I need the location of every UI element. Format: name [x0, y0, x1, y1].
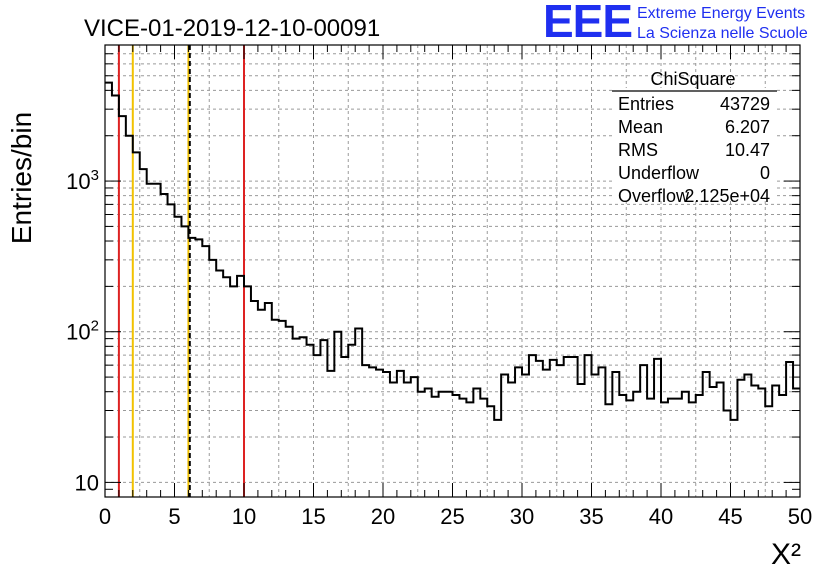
axis-ticks — [104, 44, 801, 498]
x-tick-label: 25 — [440, 504, 464, 529]
chart-title: VICE-01-2019-12-10-00091 — [84, 15, 380, 42]
stats-value: 2.125e+04 — [684, 186, 770, 206]
stats-value: 43729 — [720, 94, 770, 114]
stats-label: Overflow — [618, 186, 690, 206]
logo-caption-line1: Extreme Energy Events — [637, 5, 806, 22]
y-axis-label: Entries/bin — [6, 112, 37, 244]
stats-box-frame — [612, 88, 777, 200]
grid — [105, 44, 800, 497]
stats-label: RMS — [618, 140, 658, 160]
vertical-markers — [117, 45, 245, 497]
x-axis-label: X² — [771, 538, 801, 571]
stats-label: Entries — [618, 94, 674, 114]
x-tick-label: 40 — [649, 504, 673, 529]
x-tick-label: 35 — [579, 504, 603, 529]
histogram-series — [105, 81, 800, 421]
x-tick-label: 10 — [232, 504, 256, 529]
stats-box: ChiSquare Entries 43729 Mean 6.207 RMS 10.47 U… — [612, 69, 777, 206]
stats-title: ChiSquare — [650, 69, 735, 89]
axis-tick-labels: 0 5 10 15 20 25 30 35 40 45 50 10 102 103 — [66, 167, 812, 529]
y-tick-label: 10 — [75, 470, 99, 495]
x-tick-label: 15 — [301, 504, 325, 529]
x-tick-label: 20 — [371, 504, 395, 529]
x-tick-label: 30 — [510, 504, 534, 529]
eee-logo: EEE — [543, 0, 633, 47]
stats-label: Underflow — [618, 163, 700, 183]
logo-caption-line2: La Scienza nelle Scuole — [637, 25, 808, 42]
stats-value: 10.47 — [725, 140, 770, 160]
y-tick-label: 102 — [66, 318, 99, 345]
stats-value: 0 — [760, 163, 770, 183]
x-tick-label: 0 — [99, 504, 111, 529]
y-tick-label: 103 — [66, 167, 99, 194]
x-tick-label: 50 — [788, 504, 812, 529]
stats-value: 6.207 — [725, 117, 770, 137]
stats-rows: Entries 43729 Mean 6.207 RMS 10.47 Underflow 0 O… — [618, 94, 770, 206]
x-tick-label: 5 — [168, 504, 180, 529]
stats-label: Mean — [618, 117, 663, 137]
x-tick-label: 45 — [718, 504, 742, 529]
